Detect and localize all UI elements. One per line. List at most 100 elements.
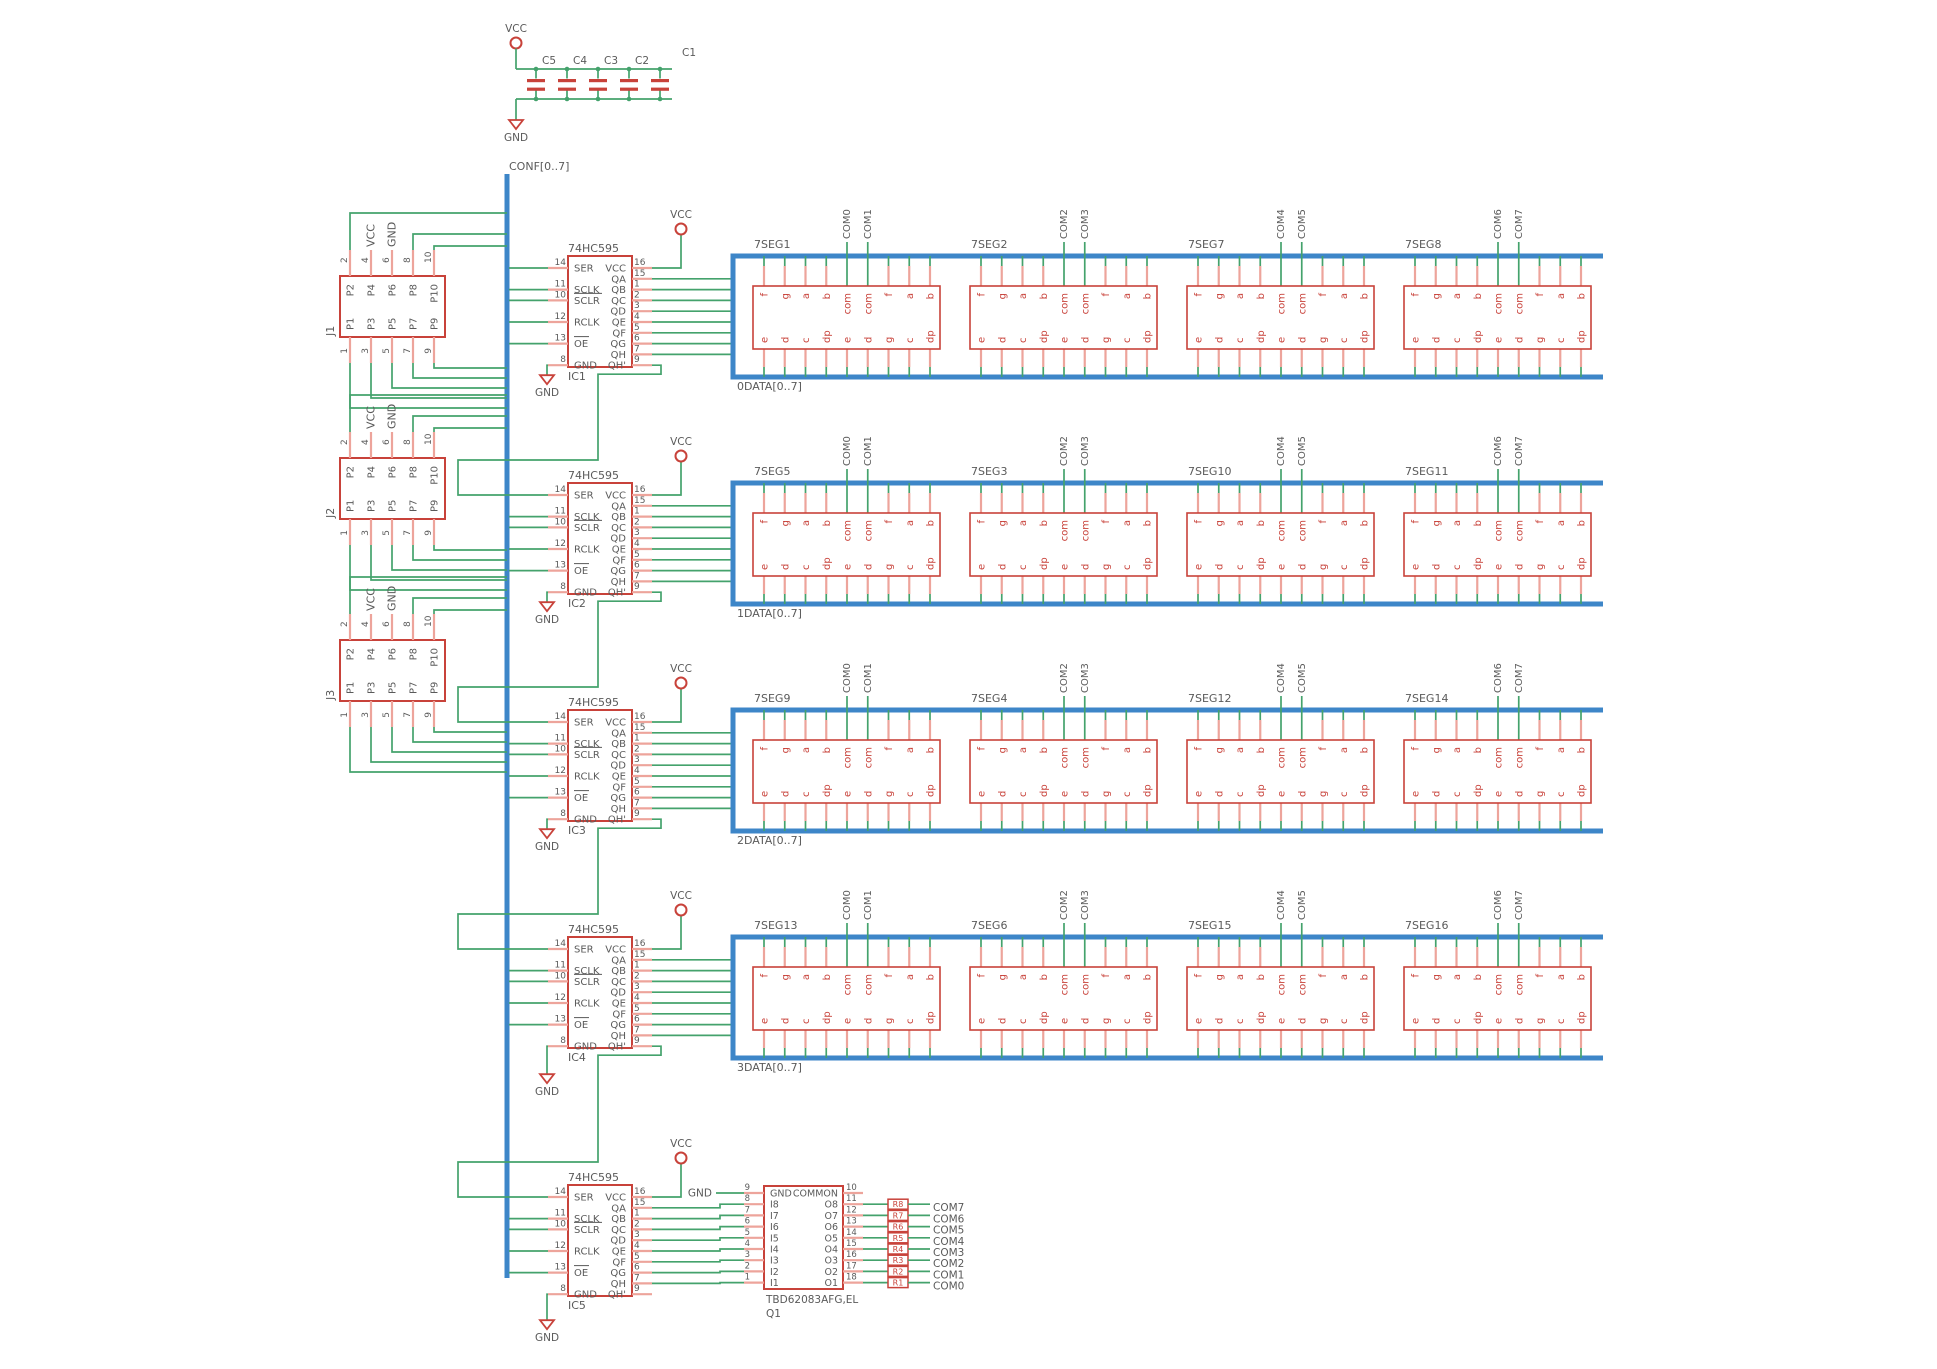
- display-body-7SEG2[interactable]: [969, 285, 1158, 350]
- pin-name: SCLR: [574, 523, 600, 534]
- connector-name: J3: [324, 690, 337, 701]
- pin-number: 8: [745, 1194, 750, 1204]
- pin-name: P1: [346, 500, 357, 512]
- pin-name: com: [1494, 974, 1505, 995]
- wire: [391, 363, 507, 389]
- pin-number: 13: [555, 334, 566, 344]
- display-name: 7SEG15: [1188, 919, 1231, 932]
- cap-plate: [651, 87, 669, 91]
- pin-name: a: [801, 293, 812, 299]
- display-body-7SEG13[interactable]: [752, 966, 941, 1031]
- display-7SEG7: 7SEG7 f e g d a c b dp COM4 com e COM5 com d f g a c b dp: [1186, 209, 1375, 377]
- pin-number: 6: [634, 334, 640, 344]
- capacitor-C5[interactable]: C5: [527, 55, 556, 102]
- pin-name: a: [1452, 520, 1463, 526]
- pin-name: SCLK: [574, 739, 600, 750]
- net-label-com: COM7: [933, 1202, 964, 1214]
- pin-name: QA: [611, 728, 626, 739]
- pin-name: com: [1277, 293, 1288, 314]
- pin-name: b: [1473, 974, 1484, 980]
- net-label-gnd: GND: [386, 404, 399, 429]
- pin-number: 5: [634, 323, 640, 333]
- pin-name: GND: [770, 1189, 792, 1200]
- pin-number: 10: [555, 517, 567, 527]
- display-body-7SEG1[interactable]: [752, 285, 941, 350]
- wire: [652, 1270, 744, 1274]
- display-body-7SEG9[interactable]: [752, 739, 941, 804]
- pin-name: P2: [346, 648, 357, 660]
- pin-name: c: [1235, 1019, 1246, 1025]
- pin-number: 1: [634, 507, 640, 517]
- capacitor-C3[interactable]: C3: [589, 55, 618, 102]
- pin-name: f: [1194, 747, 1205, 751]
- pin-name: QB: [611, 1214, 626, 1225]
- pin-name: a: [1235, 974, 1246, 980]
- pin-name: SCLR: [574, 1225, 600, 1236]
- pin-name: P10: [430, 648, 441, 667]
- pin-name: com: [843, 974, 854, 995]
- pin-number: 12: [555, 312, 566, 322]
- display-body-7SEG5[interactable]: [752, 512, 941, 577]
- display-body-7SEG10[interactable]: [1186, 512, 1375, 577]
- capacitor-C1[interactable]: C1: [651, 47, 696, 102]
- display-body-7SEG4[interactable]: [969, 739, 1158, 804]
- pin-name: QA: [611, 1203, 626, 1214]
- capacitor-C2[interactable]: C2: [620, 55, 649, 102]
- wire: [433, 363, 507, 369]
- pin-name: c: [801, 1019, 812, 1025]
- pin-name: com: [1297, 974, 1308, 995]
- pin-name: com: [1080, 520, 1091, 541]
- display-body-7SEG11[interactable]: [1403, 512, 1592, 577]
- pin-name: f: [760, 974, 771, 978]
- ic-IC1: VCCGND74HC595IC114SER11SCLK10SCLR12RCLK1…: [457, 209, 692, 496]
- pin-number: 9: [424, 348, 434, 354]
- pin-number: 1: [340, 712, 350, 718]
- pin-name: d: [1214, 791, 1225, 797]
- bus-label: 3DATA[0..7]: [737, 1061, 802, 1074]
- pin-name: QG: [610, 793, 626, 804]
- pin-number: 8: [560, 582, 566, 592]
- wire: [652, 1248, 744, 1252]
- pin-name: P3: [367, 500, 378, 512]
- vcc-symbol-icon: [674, 903, 688, 917]
- pin-number: 3: [634, 755, 640, 765]
- pin-name: e: [1060, 791, 1071, 797]
- pin-name: c: [905, 792, 916, 798]
- cap-name: C4: [573, 55, 587, 67]
- pin-name: QA: [611, 955, 626, 966]
- pin-number: 16: [846, 1250, 857, 1260]
- connector-name: J1: [324, 326, 337, 337]
- display-body-7SEG8[interactable]: [1403, 285, 1592, 350]
- pin-name: a: [1018, 747, 1029, 753]
- display-body-7SEG7[interactable]: [1186, 285, 1375, 350]
- display-7SEG13: 7SEG13 f e g d a c b dp COM0 com e COM1 com d f g a c b dp: [752, 890, 941, 1058]
- pin-name: c: [801, 792, 812, 798]
- display-body-7SEG12[interactable]: [1186, 739, 1375, 804]
- pin-number: 3: [745, 1250, 750, 1260]
- capacitor-C4[interactable]: C4: [558, 55, 587, 102]
- pin-name: c: [1122, 792, 1133, 798]
- net-label-com: COM3: [1080, 209, 1091, 239]
- gnd-label: GND: [535, 1086, 559, 1098]
- display-body-7SEG6[interactable]: [969, 966, 1158, 1031]
- gnd-symbol-icon: [538, 374, 556, 386]
- pin-name: COMMON: [793, 1189, 838, 1200]
- display-body-7SEG16[interactable]: [1403, 966, 1592, 1031]
- pin-name: d: [780, 564, 791, 570]
- pin-name: QG: [610, 1268, 626, 1279]
- pin-name: a: [1235, 747, 1246, 753]
- display-body-7SEG3[interactable]: [969, 512, 1158, 577]
- display-body-7SEG15[interactable]: [1186, 966, 1375, 1031]
- pin-number: 3: [361, 530, 371, 536]
- pin-name: c: [1556, 792, 1567, 798]
- pin-name: e: [1194, 337, 1205, 343]
- pin-name: e: [760, 1018, 771, 1024]
- pin-number: 4: [745, 1239, 750, 1249]
- pin-number: 4: [634, 1241, 640, 1251]
- display-body-7SEG14[interactable]: [1403, 739, 1592, 804]
- cap-name: C1: [682, 47, 696, 59]
- pin-number: 12: [555, 1241, 566, 1251]
- pin-name: dp: [1039, 330, 1050, 343]
- pin-number: 9: [634, 1036, 640, 1046]
- pin-name: g: [1214, 974, 1225, 980]
